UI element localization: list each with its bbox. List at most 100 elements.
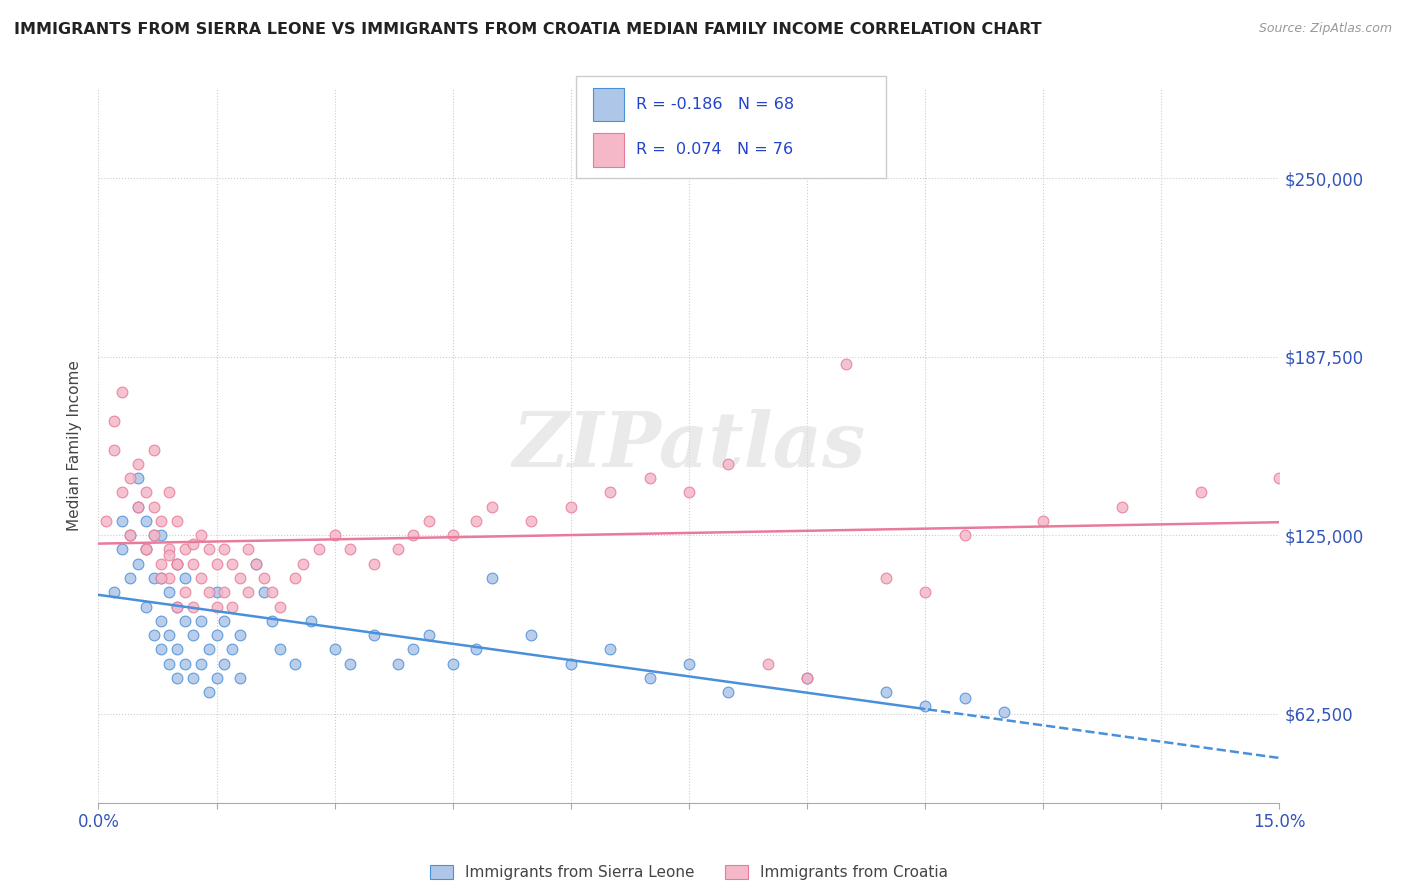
Point — [111, 385, 134, 400]
Point — [135, 542, 157, 557]
Point — [717, 685, 740, 699]
Point — [157, 542, 180, 557]
Point — [157, 657, 180, 671]
Point — [402, 528, 425, 542]
Point — [756, 657, 779, 671]
Point — [221, 642, 243, 657]
Point — [214, 657, 236, 671]
Point — [111, 485, 134, 500]
Point — [560, 500, 582, 514]
Point — [323, 528, 346, 542]
Point — [190, 614, 212, 628]
Point — [190, 528, 212, 542]
Point — [465, 514, 488, 528]
Point — [166, 642, 188, 657]
Point — [174, 542, 197, 557]
Point — [875, 571, 897, 585]
Point — [127, 471, 149, 485]
Text: ZIPatlas: ZIPatlas — [512, 409, 866, 483]
Point — [181, 537, 204, 551]
Point — [245, 557, 267, 571]
Point — [197, 542, 219, 557]
Text: R =  0.074   N = 76: R = 0.074 N = 76 — [636, 142, 793, 157]
Point — [221, 599, 243, 614]
Point — [205, 557, 228, 571]
Point — [166, 599, 188, 614]
Point — [678, 657, 700, 671]
Point — [174, 585, 197, 599]
Point — [142, 628, 165, 642]
Point — [174, 571, 197, 585]
Point — [284, 571, 307, 585]
Point — [150, 557, 173, 571]
Point — [465, 642, 488, 657]
Point — [284, 657, 307, 671]
Text: IMMIGRANTS FROM SIERRA LEONE VS IMMIGRANTS FROM CROATIA MEDIAN FAMILY INCOME COR: IMMIGRANTS FROM SIERRA LEONE VS IMMIGRAN… — [14, 22, 1042, 37]
Point — [197, 585, 219, 599]
Point — [1032, 514, 1054, 528]
Point — [520, 628, 543, 642]
Point — [205, 671, 228, 685]
Point — [520, 514, 543, 528]
Point — [150, 642, 173, 657]
Point — [205, 628, 228, 642]
Point — [118, 528, 141, 542]
Point — [1189, 485, 1212, 500]
Point — [142, 442, 165, 457]
Point — [157, 571, 180, 585]
Point — [205, 585, 228, 599]
Point — [96, 514, 118, 528]
Point — [308, 542, 330, 557]
Point — [441, 528, 464, 542]
Point — [387, 542, 409, 557]
Point — [181, 557, 204, 571]
Point — [236, 542, 259, 557]
Point — [875, 685, 897, 699]
Point — [253, 585, 276, 599]
Point — [678, 485, 700, 500]
Point — [166, 599, 188, 614]
Point — [135, 599, 157, 614]
Point — [150, 571, 173, 585]
Point — [135, 485, 157, 500]
Point — [402, 642, 425, 657]
Point — [481, 571, 503, 585]
Point — [174, 614, 197, 628]
Point — [214, 585, 236, 599]
Point — [205, 599, 228, 614]
Point — [142, 571, 165, 585]
Point — [1268, 471, 1291, 485]
Point — [245, 557, 267, 571]
Point — [166, 671, 188, 685]
Point — [835, 357, 858, 371]
Point — [190, 657, 212, 671]
Point — [181, 599, 204, 614]
Point — [339, 657, 361, 671]
Text: R = -0.186   N = 68: R = -0.186 N = 68 — [636, 97, 793, 112]
Point — [103, 414, 125, 428]
Point — [323, 642, 346, 657]
Point — [127, 457, 149, 471]
Point — [229, 671, 252, 685]
Point — [118, 471, 141, 485]
Point — [103, 442, 125, 457]
Point — [339, 542, 361, 557]
Point — [157, 628, 180, 642]
Point — [214, 542, 236, 557]
Point — [953, 528, 976, 542]
Point — [560, 657, 582, 671]
Point — [599, 642, 621, 657]
Point — [253, 571, 276, 585]
Point — [229, 628, 252, 642]
Point — [292, 557, 315, 571]
Point — [166, 514, 188, 528]
Point — [214, 614, 236, 628]
Point — [229, 571, 252, 585]
Point — [418, 628, 440, 642]
Point — [221, 557, 243, 571]
Point — [441, 657, 464, 671]
Point — [166, 557, 188, 571]
Point — [269, 642, 291, 657]
Point — [236, 585, 259, 599]
Point — [387, 657, 409, 671]
